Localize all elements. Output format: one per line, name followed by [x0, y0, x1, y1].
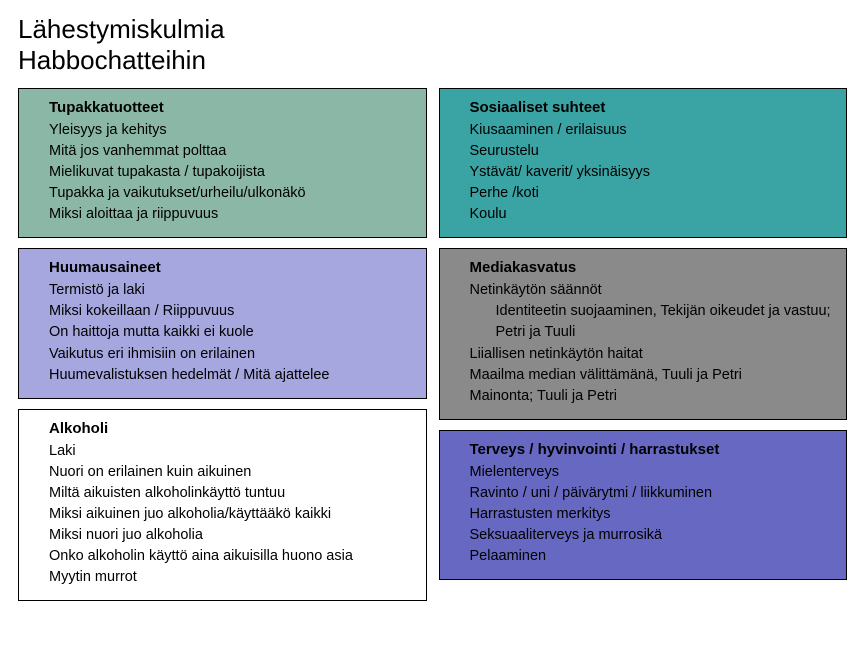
box-item: Koulu — [470, 204, 833, 225]
box-title: Sosiaaliset suhteet — [470, 99, 833, 116]
box-item: Miksi aloittaa ja riippuvuus — [49, 204, 412, 225]
box-item: Laki — [49, 441, 412, 462]
main-grid: Tupakkatuotteet Yleisyys ja kehitysMitä j… — [18, 88, 847, 600]
box-item: Onko alkoholin käyttö aina aikuisilla hu… — [49, 546, 412, 567]
box-item: Tupakka ja vaikutukset/urheilu/ulkonäkö — [49, 183, 412, 204]
box-item: Perhe /koti — [470, 183, 833, 204]
box-title: Tupakkatuotteet — [49, 99, 412, 116]
box-item: Ystävät/ kaverit/ yksinäisyys — [470, 162, 833, 183]
box-item: Yleisyys ja kehitys — [49, 120, 412, 141]
box-item: Huumevalistuksen hedelmät / Mitä ajattel… — [49, 365, 412, 386]
box-item: On haittoja mutta kaikki ei kuole — [49, 322, 412, 343]
box-item: Seksuaaliterveys ja murrosikä — [470, 525, 833, 546]
box-item: Ravinto / uni / päivärytmi / liikkuminen — [470, 483, 833, 504]
box-item: Vaikutus eri ihmisiin on erilainen — [49, 344, 412, 365]
box-title: Huumausaineet — [49, 259, 412, 276]
box-item: Termistö ja laki — [49, 280, 412, 301]
box-item: Pelaaminen — [470, 546, 833, 567]
box-item: Mielikuvat tupakasta / tupakoijista — [49, 162, 412, 183]
box-item: Mitä jos vanhemmat polttaa — [49, 141, 412, 162]
page-title: Lähestymiskulmia Habbochatteihin — [18, 14, 847, 76]
box-terveys: Terveys / hyvinvointi / harrastukset Miel… — [439, 430, 848, 580]
box-title: Terveys / hyvinvointi / harrastukset — [470, 441, 833, 458]
box-alkoholi: Alkoholi LakiNuori on erilainen kuin aiku… — [18, 409, 427, 601]
box-item: Maailma median välittämänä, Tuuli ja Pet… — [470, 365, 833, 386]
box-sosiaaliset: Sosiaaliset suhteet Kiusaaminen / erilais… — [439, 88, 848, 238]
box-item: Harrastusten merkitys — [470, 504, 833, 525]
box-title: Mediakasvatus — [470, 259, 833, 276]
box-item: Myytin murrot — [49, 567, 412, 588]
box-media: Mediakasvatus Netinkäytön säännötIdentite… — [439, 248, 848, 419]
box-item: Miksi kokeillaan / Riippuvuus — [49, 301, 412, 322]
box-tupakka: Tupakkatuotteet Yleisyys ja kehitysMitä j… — [18, 88, 427, 238]
box-item: Miksi aikuinen juo alkoholia/käyttääkö k… — [49, 504, 412, 525]
right-column: Sosiaaliset suhteet Kiusaaminen / erilais… — [439, 88, 848, 600]
box-item: Netinkäytön säännöt — [470, 280, 833, 301]
box-title: Alkoholi — [49, 420, 412, 437]
box-item: Mielenterveys — [470, 462, 833, 483]
box-item: Miltä aikuisten alkoholinkäyttö tuntuu — [49, 483, 412, 504]
box-huumaus: Huumausaineet Termistö ja lakiMiksi kokei… — [18, 248, 427, 398]
title-line-1: Lähestymiskulmia — [18, 14, 225, 44]
box-item: Liiallisen netinkäytön haitat — [470, 344, 833, 365]
title-line-2: Habbochatteihin — [18, 45, 206, 75]
box-item: Seurustelu — [470, 141, 833, 162]
box-item: Identiteetin suojaaminen, Tekijän oikeud… — [470, 301, 833, 343]
box-item: Kiusaaminen / erilaisuus — [470, 120, 833, 141]
box-item: Mainonta; Tuuli ja Petri — [470, 386, 833, 407]
box-item: Miksi nuori juo alkoholia — [49, 525, 412, 546]
box-item: Nuori on erilainen kuin aikuinen — [49, 462, 412, 483]
left-column: Tupakkatuotteet Yleisyys ja kehitysMitä j… — [18, 88, 427, 600]
